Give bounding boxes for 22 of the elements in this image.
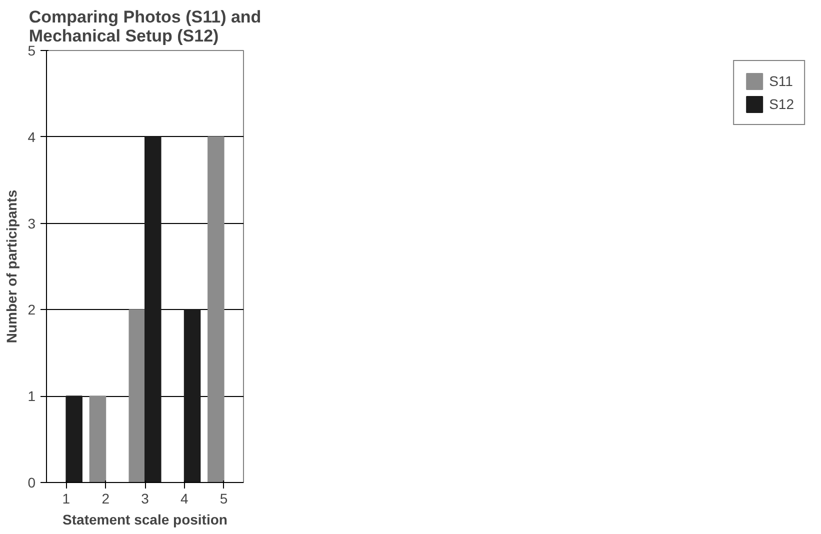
x-axis-title: Statement scale position: [62, 512, 228, 528]
legend-label: S11: [769, 73, 793, 89]
bar: [66, 396, 82, 482]
y-tick-label: 2: [28, 302, 36, 318]
bar: [208, 136, 224, 482]
legend-label: S12: [769, 96, 794, 112]
chart-title: Comparing Photos (S11) and Mechanical Setup (S12): [28, 8, 262, 46]
y-tick-label: 4: [28, 128, 36, 145]
x-tick-label: 2: [102, 490, 110, 506]
bar: [184, 309, 201, 482]
y-tick-label: 3: [28, 215, 36, 232]
x-tick-label: 5: [220, 490, 228, 506]
y-tick-label: 0: [28, 474, 36, 490]
x-tick-label: 1: [62, 490, 70, 506]
bar: [89, 396, 106, 482]
bar: [128, 309, 146, 482]
y-tick-label: 1: [28, 388, 36, 404]
x-tick-label: 3: [141, 490, 150, 506]
y-axis-title: Number of participants: [4, 190, 20, 344]
x-tick-label: 4: [180, 490, 189, 506]
y-tick-label: 5: [28, 42, 36, 58]
bar: [144, 136, 162, 482]
